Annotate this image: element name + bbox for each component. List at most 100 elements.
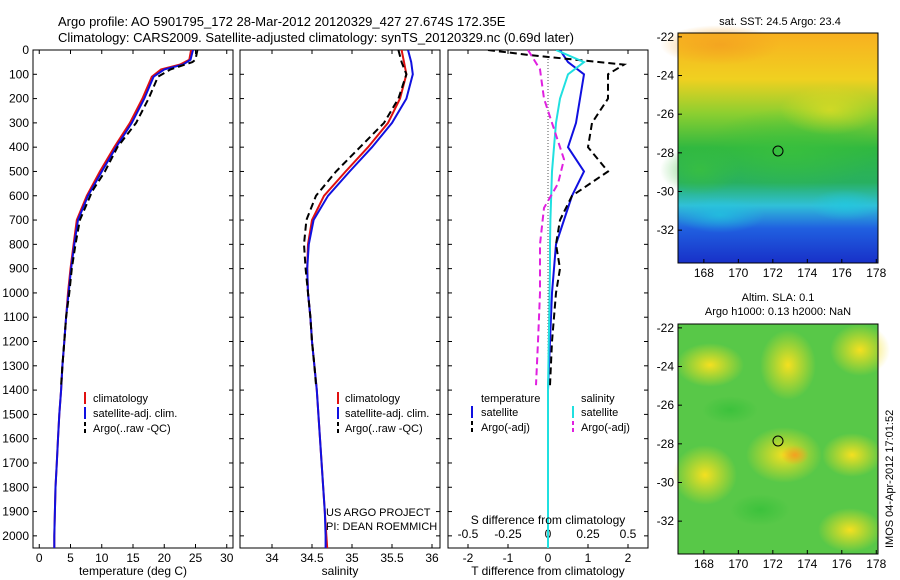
map-y-tick-label: -26 (657, 107, 675, 121)
y-tick-label: 1400 (2, 383, 29, 397)
sla-map-image (673, 323, 890, 555)
sst-map: sat. SST: 24.5 Argo: 23.4 168 170 172 174 17… (657, 16, 887, 280)
salinity-panel: 34 34.5 35 35.5 36 salinity climatology sate… (239, 49, 441, 578)
map-y-tick-label: -22 (657, 321, 675, 335)
temperature-xlabel: temperature (deg C) (79, 564, 187, 578)
series-line (306, 50, 414, 548)
y-tick-label: 1300 (2, 359, 29, 373)
map-x-tick-label: 174 (797, 557, 817, 571)
x-tick-label: -1 (503, 551, 514, 565)
series-line (527, 50, 566, 386)
map-x-tick-label: 172 (763, 266, 783, 280)
pi-annotation: PI: DEAN ROEMMICH (326, 521, 437, 533)
x-tick-label: 10 (95, 551, 109, 565)
legend-label-t-argo: Argo(-adj) (481, 422, 530, 434)
map-y-tick-label: -24 (657, 360, 675, 374)
y-tick-label: 500 (9, 164, 29, 178)
y-tick-label: 1500 (2, 407, 29, 421)
x-tick-label: 36 (425, 551, 439, 565)
x-tick-label: 35 (345, 551, 359, 565)
y-tick-label: 600 (9, 189, 29, 203)
sst-map-title: sat. SST: 24.5 Argo: 23.4 (719, 16, 841, 28)
y-tick-label: 900 (9, 262, 29, 276)
map-y-tick-label: -22 (657, 30, 675, 44)
x-tick-top-label: 0.25 (576, 527, 600, 541)
argo-position-marker (772, 145, 784, 157)
legend-label-argo: Argo(..raw -QC) (345, 423, 423, 435)
x-tick-label: 5 (67, 551, 74, 565)
legend-label-argo: Argo(..raw -QC) (93, 423, 171, 435)
legend-label-s-argo: Argo(-adj) (581, 422, 630, 434)
y-tick-label: 100 (9, 67, 29, 81)
y-tick-label: 300 (9, 116, 29, 130)
series-line (60, 50, 199, 386)
salinity-xlabel: salinity (322, 564, 359, 578)
map-y-tick-label: -30 (657, 475, 675, 489)
map-x-tick-label: 168 (694, 557, 714, 571)
sla-map: Altim. SLA: 0.1 Argo h1000: 0.13 h2000: … (657, 292, 890, 571)
imos-watermark: IMOS 04-Apr-2012 17:01:52 (884, 410, 896, 548)
map-x-tick-label: 178 (866, 557, 886, 571)
x-tick-label: 25 (189, 551, 203, 565)
map-x-tick-label: 172 (763, 557, 783, 571)
x-tick-label: 0 (36, 551, 43, 565)
figure-title-line1: Argo profile: AO 5901795_172 28-Mar-2012… (58, 14, 506, 29)
x-tick-label: 0 (545, 551, 552, 565)
y-tick-label: 1100 (3, 310, 29, 324)
legend-label-satellite: satellite-adj. clim. (93, 408, 177, 420)
argo-position-marker (772, 435, 784, 447)
series-line (487, 50, 628, 386)
x-tick-top-label: -0.5 (458, 527, 479, 541)
y-tick-label: 1900 (2, 505, 29, 519)
x-tick-top-label: -0.25 (494, 527, 522, 541)
x-tick-label: 30 (220, 551, 234, 565)
legend-label-t-satellite: satellite (481, 407, 518, 419)
map-y-tick-label: -32 (657, 223, 675, 237)
map-y-tick-label: -26 (657, 398, 675, 412)
sst-map-image (660, 25, 880, 264)
legend-label-climatology: climatology (345, 393, 401, 405)
y-tick-label: 0 (22, 43, 29, 57)
legend-label-s-satellite: satellite (581, 407, 618, 419)
salinity-legend: climatology satellite-adj. clim. Argo(..… (337, 392, 429, 435)
x-tick-label: 15 (126, 551, 140, 565)
map-x-tick-label: 174 (797, 266, 817, 280)
s-difference-xlabel: S difference from climatology (471, 513, 626, 527)
x-tick-label: 2 (625, 551, 632, 565)
sla-map-title-line2: Argo h1000: 0.13 h2000: NaN (705, 306, 851, 318)
y-tick-label: 400 (9, 140, 29, 154)
map-x-tick-label: 178 (866, 266, 886, 280)
map-x-tick-label: 168 (694, 266, 714, 280)
salinity-axes-box (239, 49, 441, 549)
y-tick-label: 1800 (2, 480, 29, 494)
map-y-tick-label: -28 (657, 146, 675, 160)
x-tick-label: 20 (158, 551, 172, 565)
y-tick-label: 800 (9, 237, 29, 251)
map-y-tick-label: -30 (657, 184, 675, 198)
x-tick-label: 34 (265, 551, 279, 565)
legend-label-climatology: climatology (93, 393, 149, 405)
temperature-legend: climatology satellite-adj. clim. Argo(..… (84, 392, 177, 435)
x-tick-label: 1 (585, 551, 592, 565)
figure-title-line2: Climatology: CARS2009. Satellite-adjuste… (58, 30, 574, 45)
map-x-tick-label: 170 (728, 557, 748, 571)
legend-title-temperature: temperature (481, 393, 540, 405)
map-y-tick-label: -32 (657, 514, 675, 528)
sla-map-title-line1: Altim. SLA: 0.1 (742, 292, 815, 304)
map-x-tick-label: 170 (728, 266, 748, 280)
map-y-tick-label: -24 (657, 69, 675, 83)
temperature-axes-box (32, 49, 234, 549)
t-difference-xlabel: T difference from climatology (471, 564, 625, 578)
legend-title-salinity: salinity (581, 393, 615, 405)
temperature-panel: 0100200300400500600700800900100011001200… (2, 43, 233, 578)
map-x-tick-label: 176 (832, 557, 852, 571)
legend-label-satellite: satellite-adj. clim. (345, 408, 429, 420)
series-line (302, 50, 408, 386)
y-tick-label: 700 (9, 213, 29, 227)
y-tick-label: 200 (9, 92, 29, 106)
y-tick-label: 1200 (2, 335, 29, 349)
series-line (53, 50, 193, 548)
y-tick-label: 1600 (2, 432, 29, 446)
